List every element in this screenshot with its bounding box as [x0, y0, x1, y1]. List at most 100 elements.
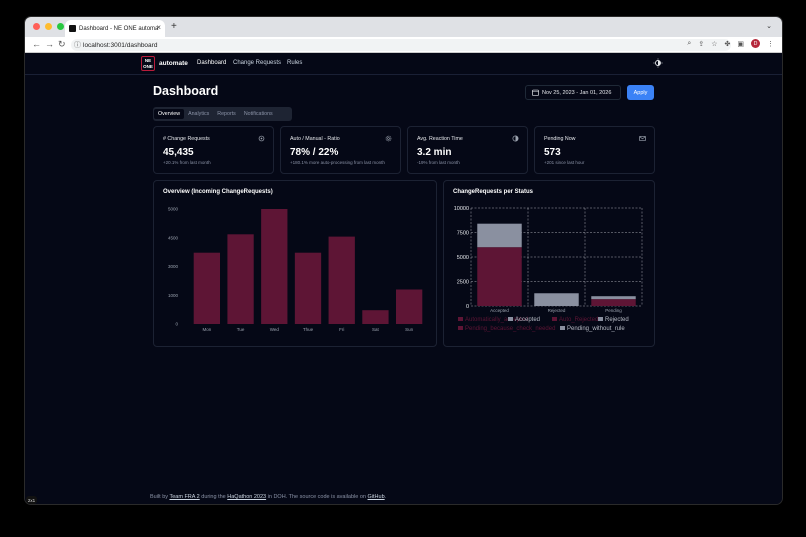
x-tick-label: Thue [303, 327, 314, 332]
logo-line2: ONE [143, 64, 153, 69]
dashboard-tabs: Overview Analytics Reports Notifications [153, 107, 292, 121]
stat-value: 45,435 [163, 147, 194, 158]
brand-name: automate [159, 60, 188, 67]
top-nav: NE ONE automate Dashboard Change Request… [25, 53, 782, 75]
new-tab-icon[interactable]: + [171, 21, 177, 32]
chart-title: ChangeRequests per Status [453, 189, 534, 195]
profile-avatar[interactable]: D [751, 39, 760, 48]
logo-line1: NE [144, 58, 152, 63]
minimize-window-button[interactable] [45, 23, 52, 30]
site-info-icon[interactable]: ⓘ [74, 42, 81, 49]
page-title: Dashboard [153, 84, 219, 98]
legend-swatch [552, 317, 557, 321]
bar [227, 234, 254, 324]
bookmark-star-icon[interactable]: ☆ [711, 40, 718, 48]
url-bar[interactable]: ⓘ localhost:3001/dashboard [71, 39, 731, 51]
event-link[interactable]: HaQathon 2023 [227, 494, 267, 500]
x-tick-label: Fri [339, 327, 344, 332]
tab-reports[interactable]: Reports [217, 111, 236, 117]
nextjs-badge[interactable]: 2x1 [26, 496, 37, 504]
status-stacked-bar-chart: 10000 7500 5000 2500 0 Accepted Rejected Pendin… [454, 206, 643, 332]
mail-icon [639, 135, 646, 142]
reload-icon[interactable]: ↻ [58, 39, 66, 49]
legend-label: Pending_because_check_needed [465, 326, 555, 332]
nav-link-change-requests[interactable]: Change Requests [233, 60, 282, 66]
menu-kebab-icon[interactable]: ⋮ [767, 40, 774, 48]
tab-analytics[interactable]: Analytics [188, 111, 210, 117]
legend-label: Accepted [515, 317, 540, 323]
date-range-picker[interactable]: Nov 25, 2023 - Jan 01, 2026 [525, 85, 621, 100]
x-tick-label: Accepted [490, 308, 509, 313]
legend-swatch [598, 317, 603, 321]
toolbar-icons: ⌕ ⇪ ☆ ✤ ▣ D ⋮ [687, 39, 774, 48]
window-controls [33, 23, 64, 30]
bar [193, 252, 221, 324]
bar-segment [534, 293, 579, 306]
close-tab-icon[interactable]: × [156, 23, 161, 32]
browser-window: Dashboard - NE ONE automa × + ⌄ ← → ↻ ⓘ … [24, 16, 783, 505]
bar [328, 236, 355, 324]
footer-text-mid: during the [199, 494, 228, 500]
stat-title: Auto / Manual - Ratio [290, 136, 340, 142]
stat-subtext: -19% from last month [417, 160, 460, 165]
x-tick-label: Tue [237, 327, 245, 332]
back-icon[interactable]: ← [32, 39, 41, 49]
address-toolbar: ← → ↻ ⓘ localhost:3001/dashboard ⌕ ⇪ ☆ ✤… [25, 37, 782, 53]
apply-button[interactable]: Apply [627, 85, 654, 100]
legend-swatch [508, 317, 513, 321]
sidebar-icon[interactable]: ▣ [737, 40, 744, 48]
y-tick-label: 7500 [457, 230, 469, 236]
bar-segment [591, 296, 636, 300]
extensions-icon[interactable]: ✤ [724, 40, 731, 48]
legend-label: Auto_Rejected [559, 317, 598, 323]
stat-card-ratio: Auto / Manual - Ratio 78% / 22% +180.1% … [280, 126, 401, 174]
y-tick-label: 1000 [168, 293, 179, 298]
forward-icon[interactable]: → [45, 39, 54, 49]
share-icon[interactable]: ⇪ [698, 40, 705, 48]
legend-label: Rejected [605, 317, 629, 323]
stat-card-change-requests: # Change Requests 45,435 +20.1% from las… [153, 126, 274, 174]
y-tick-label: 5000 [168, 207, 179, 212]
app: NE ONE automate Dashboard Change Request… [25, 53, 782, 504]
nav-link-rules[interactable]: Rules [287, 60, 303, 66]
legend-label: Pending_without_rule [567, 326, 625, 332]
footer-text-pre: Built by [150, 494, 170, 500]
stat-value: 573 [544, 147, 561, 158]
y-tick-label: 4500 [168, 235, 179, 240]
stat-subtext: +20.1% from last month [163, 160, 211, 165]
bar-segment [477, 247, 522, 306]
settings-icon [385, 135, 392, 142]
stat-value: 3.2 min [417, 147, 452, 158]
stat-subtext: +201 since last hour [544, 160, 585, 165]
tab-notifications[interactable]: Notifications [243, 111, 273, 117]
footer-text-end: . [384, 494, 387, 500]
github-link[interactable]: GitHub [367, 494, 385, 500]
zoom-icon[interactable]: ⌕ [687, 39, 692, 47]
tab-overview[interactable]: Overview [154, 109, 185, 119]
clock-icon [512, 135, 519, 142]
y-tick-label: 5000 [457, 255, 469, 261]
y-tick-label: 10000 [454, 206, 469, 212]
nav-link-dashboard[interactable]: Dashboard [197, 60, 227, 66]
y-tick-label: 3000 [168, 264, 179, 269]
x-tick-label: Rejected [548, 308, 566, 313]
browser-tab[interactable]: Dashboard - NE ONE automa × [65, 20, 165, 37]
x-tick-label: Pending [605, 308, 622, 313]
theme-toggle-icon[interactable] [653, 58, 663, 68]
x-tick-label: Sun [405, 327, 414, 332]
bar-segment [591, 299, 636, 306]
tab-search-chevron-icon[interactable]: ⌄ [766, 23, 772, 30]
bar [362, 310, 389, 324]
stat-subtext: +180.1% more auto-processing from last m… [290, 160, 385, 165]
stat-card-pending: Pending Now 573 +201 since last hour [534, 126, 655, 174]
date-range-text: Nov 25, 2023 - Jan 01, 2026 [542, 89, 612, 96]
bar-segment [477, 223, 522, 248]
team-link[interactable]: Team FRA 2 [169, 494, 200, 500]
close-window-button[interactable] [33, 23, 40, 30]
legend-swatch [458, 326, 463, 330]
maximize-window-button[interactable] [57, 23, 64, 30]
logo[interactable]: NE ONE [141, 56, 155, 71]
stat-card-reaction-time: Avg. Reaction Time 3.2 min -19% from las… [407, 126, 528, 174]
browser-tab-title: Dashboard - NE ONE automa [79, 25, 159, 32]
legend-swatch [458, 317, 463, 321]
